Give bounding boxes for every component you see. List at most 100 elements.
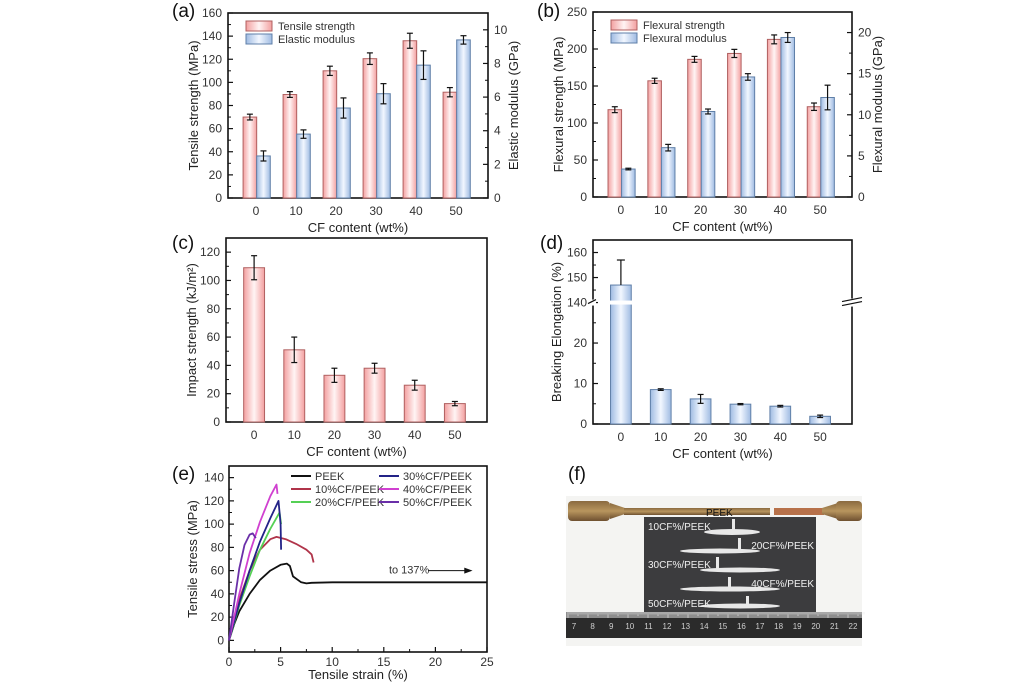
y-axis-title: Breaking Elongation (%) <box>549 262 564 402</box>
fracture-gap <box>716 557 719 569</box>
y-axis-title: Tensile stress (MPa) <box>185 500 200 618</box>
x-tick-label: 0 <box>251 428 258 442</box>
bar-tensile-strength <box>402 40 418 199</box>
x-tick-label: 0 <box>253 204 260 218</box>
specimen-label: 20CF%/PEEK <box>751 541 814 552</box>
specimen-gap <box>700 567 780 573</box>
x-tick-label: 10 <box>654 203 668 217</box>
legend-swatch <box>610 32 638 44</box>
panel-label-f: (f) <box>568 464 586 485</box>
y-tick-label: 160 <box>567 246 587 260</box>
bar-flexural-modulus <box>740 76 756 198</box>
series-line-10-cf-peek <box>228 536 315 641</box>
annotation-text: to 137% <box>389 565 430 577</box>
y-tick-label: 40 <box>207 358 221 372</box>
bar-tensile-strength <box>322 70 338 199</box>
y-tick-label: 120 <box>202 52 222 66</box>
x-tick-label: 20 <box>694 203 708 217</box>
bar-flexural-strength <box>687 58 702 198</box>
y-tick-label: 20 <box>209 168 223 182</box>
x-axis-title: CF content (wt%) <box>306 444 406 459</box>
series-line-40-cf-peek <box>228 483 279 641</box>
ruler-number: 14 <box>700 622 709 631</box>
peek-specimen: PEEK <box>568 501 862 521</box>
legend-label: 10%CF/PEEK <box>315 484 385 496</box>
ruler-number: 17 <box>756 622 765 631</box>
legend-swatch <box>610 19 638 31</box>
legend-label: Flexural strength <box>643 20 725 32</box>
x-tick-label: 30 <box>369 204 383 218</box>
specimen-gap <box>680 548 760 554</box>
panel-label: (b) <box>537 1 560 22</box>
x-tick-label: 15 <box>377 655 391 669</box>
y-tick-label: 120 <box>204 494 224 508</box>
ruler-number: 12 <box>663 622 672 631</box>
y-tick-label: 0 <box>580 417 587 431</box>
specimen-gap <box>704 529 760 535</box>
x-tick-label: 5 <box>277 655 284 669</box>
legend-swatch <box>245 33 273 45</box>
y-tick-label: 50 <box>574 153 588 167</box>
y-tick-label: 40 <box>211 587 225 601</box>
y-tick-label: 60 <box>209 122 223 136</box>
y-tick-label: 80 <box>211 540 225 554</box>
y-tick-label: 250 <box>567 5 587 19</box>
y2-tick-label: 20 <box>858 26 872 40</box>
y-tick-label: 100 <box>202 75 222 89</box>
x-tick-label: 20 <box>329 204 343 218</box>
x-tick-label: 50 <box>813 203 827 217</box>
y2-tick-label: 5 <box>858 149 865 163</box>
bar-tensile-strength <box>282 94 298 199</box>
bar-tensile-strength <box>362 58 378 199</box>
x-axis-title: CF content (wt%) <box>308 220 408 235</box>
x-axis-title: CF content (wt%) <box>672 219 772 234</box>
y-tick-label: 140 <box>204 471 224 485</box>
legend-label: Flexural modulus <box>643 33 727 45</box>
legend-label: PEEK <box>315 471 345 483</box>
fracture-gap <box>746 596 749 608</box>
y-tick-label: 0 <box>213 415 220 429</box>
specimen-label: 50CF%/PEEK <box>648 599 711 610</box>
bar-flexural-strength <box>727 52 742 198</box>
x-tick-label: 40 <box>774 203 788 217</box>
bar-elastic-modulus <box>296 133 311 199</box>
y-tick-label: 160 <box>202 6 222 20</box>
legend-label: Elastic modulus <box>278 34 356 46</box>
y-tick-label: 10 <box>574 377 588 391</box>
ruler-number: 16 <box>737 622 746 631</box>
bar-breaking-elongation <box>649 389 672 425</box>
y2-tick-label: 2 <box>494 157 501 171</box>
bar-flexural-strength <box>806 106 822 198</box>
peek-label: PEEK <box>706 508 733 519</box>
y2-tick-label: 4 <box>494 124 501 138</box>
x-tick-label: 20 <box>429 655 443 669</box>
y2-tick-label: 8 <box>494 56 501 70</box>
legend-label: 40%CF/PEEK <box>403 484 473 496</box>
y-tick-label: 0 <box>217 633 224 647</box>
bar-tensile-strength <box>242 116 258 199</box>
legend-label: Tensile strength <box>278 21 355 33</box>
y-axis-title: Tensile strength (MPa) <box>186 40 201 170</box>
y-axis-title: Impact strength (kJ/m²) <box>184 263 199 397</box>
x-tick-label: 20 <box>694 430 708 444</box>
y2-tick-label: 0 <box>858 190 865 204</box>
y2-tick-label: 0 <box>494 191 501 205</box>
x-tick-label: 30 <box>734 430 748 444</box>
bar-flexural-modulus <box>621 168 636 198</box>
x-tick-label: 0 <box>226 655 233 669</box>
y-tick-label: 20 <box>207 387 221 401</box>
y2-tick-label: 10 <box>494 23 508 37</box>
series-line-20-cf-peek <box>228 511 282 641</box>
axis-break-gap <box>590 299 596 306</box>
bar-elastic-modulus <box>456 39 471 199</box>
y-tick-label: 0 <box>215 191 222 205</box>
axis-break-mark <box>841 300 863 307</box>
panel-f-specimen-photo: (f) PEEK 10CF%/PEEK 20CF%/PEEK 30CF%/PEEK 4… <box>566 464 865 646</box>
x-tick-label: 0 <box>618 430 625 444</box>
ruler-number: 11 <box>644 622 653 631</box>
x-tick-label: 50 <box>813 430 827 444</box>
ruler: 7 8 9 10 11 12 13 14 15 16 17 18 19 20 21 22 <box>566 612 865 638</box>
panel-label: (c) <box>172 233 194 254</box>
